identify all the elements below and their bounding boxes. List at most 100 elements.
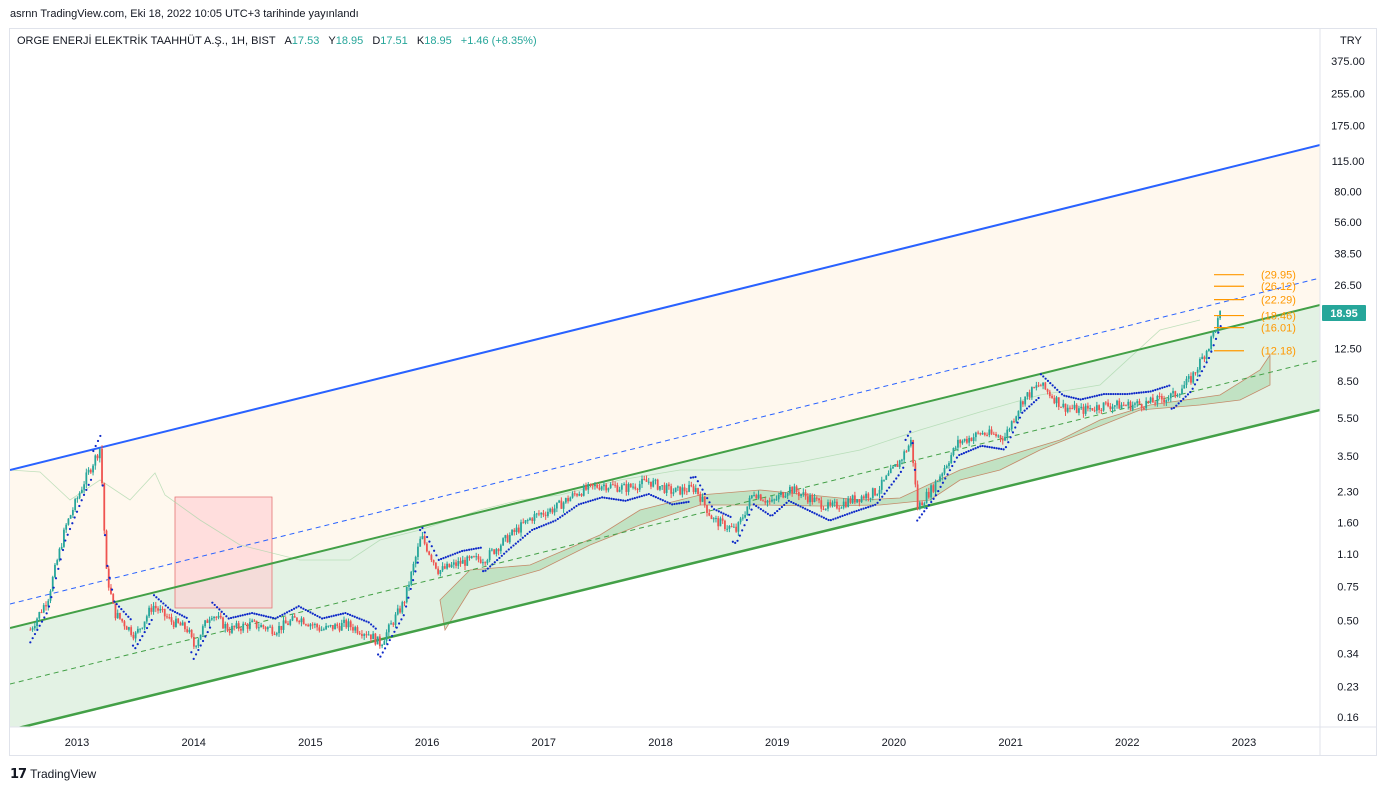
sar-dot bbox=[57, 567, 60, 570]
sar-dot bbox=[390, 634, 394, 638]
candle-body bbox=[340, 622, 343, 631]
sar-dot bbox=[92, 449, 95, 453]
sar-dot bbox=[608, 497, 611, 500]
candle-body bbox=[1145, 400, 1148, 409]
sar-dot bbox=[1056, 388, 1059, 391]
sar-dot bbox=[1147, 390, 1150, 393]
candle-body bbox=[208, 619, 211, 623]
sar-dot bbox=[255, 613, 258, 616]
sar-dot bbox=[388, 638, 391, 642]
candle-body bbox=[1143, 407, 1145, 409]
sar-dot bbox=[776, 509, 779, 513]
sar-dot bbox=[218, 608, 221, 611]
sar-dot bbox=[755, 504, 758, 508]
candle-body bbox=[643, 478, 646, 480]
candle-body bbox=[569, 497, 572, 502]
sar-dot bbox=[227, 617, 230, 620]
candle-body bbox=[1192, 372, 1195, 383]
sar-dot bbox=[267, 615, 270, 618]
sar-dot bbox=[456, 551, 459, 554]
candle-body bbox=[782, 492, 785, 498]
sar-dot bbox=[269, 616, 272, 619]
candle-body bbox=[224, 623, 227, 629]
candle-body bbox=[363, 634, 366, 636]
sar-dot bbox=[346, 612, 349, 616]
sar-dot bbox=[52, 586, 55, 589]
sar-dot bbox=[1098, 394, 1101, 397]
sar-dot bbox=[678, 502, 681, 505]
sar-dot bbox=[1133, 392, 1136, 395]
candle-body bbox=[87, 469, 90, 473]
candle-body bbox=[1201, 356, 1204, 360]
sar-dot bbox=[643, 494, 646, 497]
sar-dot bbox=[337, 613, 340, 616]
sar-dot bbox=[141, 634, 144, 638]
candle-body bbox=[1154, 402, 1157, 404]
sar-dot bbox=[904, 438, 907, 441]
sar-dot bbox=[916, 519, 919, 522]
candle-body bbox=[945, 465, 948, 468]
candle-body bbox=[231, 625, 233, 633]
sar-dot bbox=[1102, 392, 1106, 396]
candle-body bbox=[166, 616, 168, 618]
candle-body bbox=[284, 620, 287, 624]
candle-body bbox=[466, 556, 469, 566]
candle-body bbox=[448, 563, 451, 568]
candle-body bbox=[181, 622, 184, 626]
candle-body bbox=[1006, 429, 1009, 437]
sar-dot bbox=[61, 548, 65, 552]
candle-body bbox=[1064, 403, 1067, 412]
candle-body bbox=[334, 624, 336, 630]
candle-body bbox=[177, 618, 180, 623]
candles bbox=[29, 310, 1221, 650]
green-channel-upper-line[interactable] bbox=[10, 304, 1320, 629]
candle-body bbox=[596, 484, 599, 488]
candle-body bbox=[132, 634, 135, 639]
candle-body bbox=[240, 628, 242, 631]
sar-dot bbox=[706, 496, 709, 500]
candle-body bbox=[1207, 348, 1210, 351]
blue-channel-upper-line[interactable] bbox=[10, 144, 1320, 471]
candle-body bbox=[1098, 405, 1101, 410]
sar-dot bbox=[400, 618, 403, 621]
sar-dot bbox=[524, 534, 527, 537]
candle-body bbox=[186, 629, 189, 632]
sar-dot bbox=[605, 496, 608, 500]
sar-dot bbox=[78, 504, 81, 508]
candle-body bbox=[246, 624, 249, 629]
sar-dot bbox=[1077, 397, 1080, 401]
candle-body bbox=[58, 548, 61, 561]
fib-level-label: (22.29) bbox=[1261, 295, 1296, 307]
candle-body bbox=[663, 485, 666, 493]
candle-body bbox=[611, 484, 614, 486]
candle-body bbox=[1022, 401, 1024, 405]
price-tick-label: 2.30 bbox=[1337, 487, 1358, 499]
sar-dot bbox=[1028, 405, 1031, 408]
candle-body bbox=[488, 550, 491, 561]
tradingview-logo[interactable]: 𝟭𝟳 TradingView bbox=[10, 766, 96, 782]
candle-body bbox=[614, 484, 617, 486]
candle-body bbox=[119, 612, 121, 619]
candle-body bbox=[327, 625, 330, 627]
candle-body bbox=[676, 486, 679, 488]
sar-dot bbox=[983, 445, 987, 448]
sar-dot bbox=[953, 460, 956, 463]
candle-body bbox=[428, 551, 431, 555]
candle-body bbox=[1030, 387, 1033, 398]
candle-body bbox=[591, 484, 594, 486]
sar-dot bbox=[1172, 406, 1176, 410]
candle-body bbox=[683, 487, 686, 492]
candle-body bbox=[1190, 376, 1192, 383]
sar-dot bbox=[549, 521, 552, 524]
green-channel-lower-line[interactable] bbox=[10, 408, 1320, 730]
sar-dot bbox=[769, 514, 772, 517]
sar-dot bbox=[1067, 395, 1071, 398]
sar-dot bbox=[587, 500, 590, 503]
sar-dot bbox=[309, 611, 312, 614]
sar-dot bbox=[799, 505, 802, 508]
candle-body bbox=[222, 617, 224, 629]
candle-body bbox=[1131, 404, 1134, 410]
sar-dot bbox=[498, 556, 501, 560]
sar-dot bbox=[778, 507, 781, 511]
